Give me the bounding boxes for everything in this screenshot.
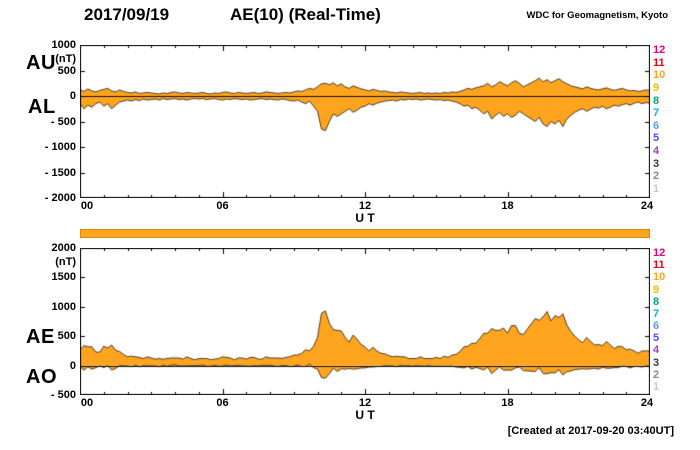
station-count-4: 4	[653, 344, 660, 357]
au-axis-label: AU	[26, 52, 56, 74]
top-y-axis-labels: (nT) 1000 500 0 - 500 - 1000 - 1500 - 2000	[28, 39, 76, 204]
y-tick-label: 2000	[51, 242, 76, 254]
x-tick-label: 24	[640, 200, 654, 212]
station-count-9: 9	[653, 81, 660, 94]
y-tick-label: 1000	[51, 39, 76, 51]
station-count-2: 2	[653, 170, 660, 183]
station-count-legend-top: 12 11 10 9 8 7 6 5 4 3 2 1	[653, 45, 693, 195]
station-count-6: 6	[653, 119, 660, 132]
y-tick-label: - 1500	[44, 166, 76, 179]
station-count-12: 12	[653, 247, 666, 259]
station-count-1: 1	[653, 182, 660, 195]
x-tick-label: 00	[80, 200, 94, 212]
bottom-ut-label: U T	[355, 408, 375, 422]
station-count-3: 3	[653, 157, 660, 170]
station-count-6: 6	[653, 320, 660, 333]
ae-axis-label: AE	[26, 326, 55, 348]
plot-title: AE(10) (Real-Time)	[230, 5, 381, 24]
ae-ao-chart	[80, 248, 650, 395]
y-tick-label: - 500	[50, 389, 76, 401]
x-tick-label: 06	[216, 397, 229, 409]
y-tick-label: 1500	[51, 271, 76, 284]
top-y-axis-unit: (nT)	[55, 53, 76, 65]
station-count-7: 7	[653, 107, 660, 120]
x-tick-label: 00	[80, 397, 94, 409]
station-count-11: 11	[653, 259, 665, 272]
x-tick-label: 18	[501, 397, 514, 409]
station-count-bar	[80, 229, 650, 238]
station-count-10: 10	[653, 271, 666, 284]
bottom-y-axis-labels: (nT) 2000 1500 1000 500 0 - 500	[28, 242, 76, 401]
station-count-7: 7	[653, 307, 660, 320]
x-tick-label: 18	[501, 200, 514, 212]
y-tick-label: 500	[57, 330, 76, 343]
station-count-10: 10	[653, 69, 666, 82]
x-tick-label: 12	[358, 200, 372, 212]
y-tick-label: 500	[57, 64, 76, 77]
top-x-axis-labels: 00 06 12 18 24	[80, 200, 654, 213]
y-tick-label: 1000	[51, 300, 76, 313]
station-count-4: 4	[653, 145, 660, 157]
station-count-1: 1	[653, 380, 660, 393]
station-count-legend-bottom: 12 11 10 9 8 7 6 5 4 3 2 1	[653, 248, 693, 393]
station-count-11: 11	[653, 56, 665, 69]
station-count-5: 5	[653, 132, 660, 145]
y-tick-label: 0	[69, 359, 76, 372]
top-ut-label: U T	[355, 211, 375, 225]
bottom-y-axis-unit: (nT)	[55, 256, 76, 268]
station-count-12: 12	[653, 44, 666, 56]
bottom-x-axis-labels: 00 06 12 18 24	[80, 397, 654, 410]
data-source-label: WDC for Geomagnetism, Kyoto	[526, 10, 668, 21]
x-tick-label: 24	[640, 397, 654, 409]
y-tick-label: - 500	[50, 115, 76, 128]
created-timestamp: [Created at 2017-09-20 03:40UT]	[507, 425, 674, 437]
y-tick-label: - 2000	[44, 192, 76, 204]
plot-date: 2017/09/19	[84, 5, 170, 24]
station-count-2: 2	[653, 368, 660, 381]
au-al-chart	[80, 45, 650, 198]
x-tick-label: 12	[358, 397, 372, 409]
y-tick-label: 0	[69, 90, 76, 102]
al-axis-label: AL	[28, 96, 56, 118]
station-count-8: 8	[653, 94, 660, 107]
station-count-5: 5	[653, 332, 660, 345]
station-count-3: 3	[653, 356, 660, 369]
station-count-9: 9	[653, 283, 660, 296]
ao-axis-label: AO	[26, 366, 57, 388]
y-tick-label: - 1000	[44, 141, 76, 153]
x-tick-label: 06	[216, 200, 229, 212]
station-count-8: 8	[653, 295, 660, 308]
